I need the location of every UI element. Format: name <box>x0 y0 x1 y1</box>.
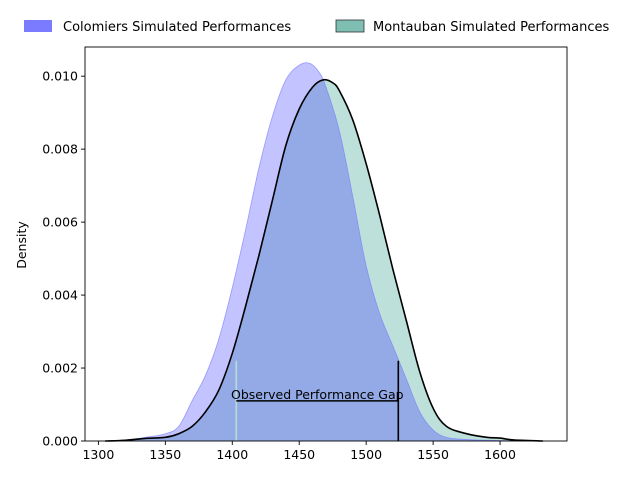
legend-swatch-montauban <box>335 19 365 33</box>
area-overlap <box>105 79 534 441</box>
x-tick-label-1300: 1300 <box>82 447 114 462</box>
plot-frame <box>84 46 568 442</box>
y-tick-label-1: 0.002 <box>42 361 78 376</box>
annotation-text: Observed Performance Gap <box>231 387 404 402</box>
y-tick-label-3: 0.006 <box>42 215 78 230</box>
y-tick-label-5: 0.010 <box>42 69 78 84</box>
legend-swatch-colomiers <box>24 20 52 32</box>
y-tick-label-2: 0.004 <box>42 288 78 303</box>
legend-label-colomiers: Colomiers Simulated Performances <box>63 20 291 35</box>
y-axis-label: Density <box>14 221 29 269</box>
x-tick-label-1450: 1450 <box>283 447 315 462</box>
x-tick-label-1400: 1400 <box>216 447 248 462</box>
plot-area: Observed Performance Gap 1300 1350 1400 1450… <box>42 46 568 462</box>
x-tick-label-1600: 1600 <box>484 447 516 462</box>
line-montauban <box>105 78 543 442</box>
y-tick-label-4: 0.008 <box>42 142 78 157</box>
legend: Colomiers Simulated Performances Montaub… <box>24 19 610 35</box>
x-tick-label-1500: 1500 <box>350 447 382 462</box>
y-tick-label-0: 0.000 <box>42 434 78 449</box>
line-colomiers <box>105 62 534 442</box>
legend-label-montauban: Montauban Simulated Performances <box>373 20 610 35</box>
x-tick-label-1550: 1550 <box>417 447 449 462</box>
x-tick-label-1350: 1350 <box>149 447 181 462</box>
